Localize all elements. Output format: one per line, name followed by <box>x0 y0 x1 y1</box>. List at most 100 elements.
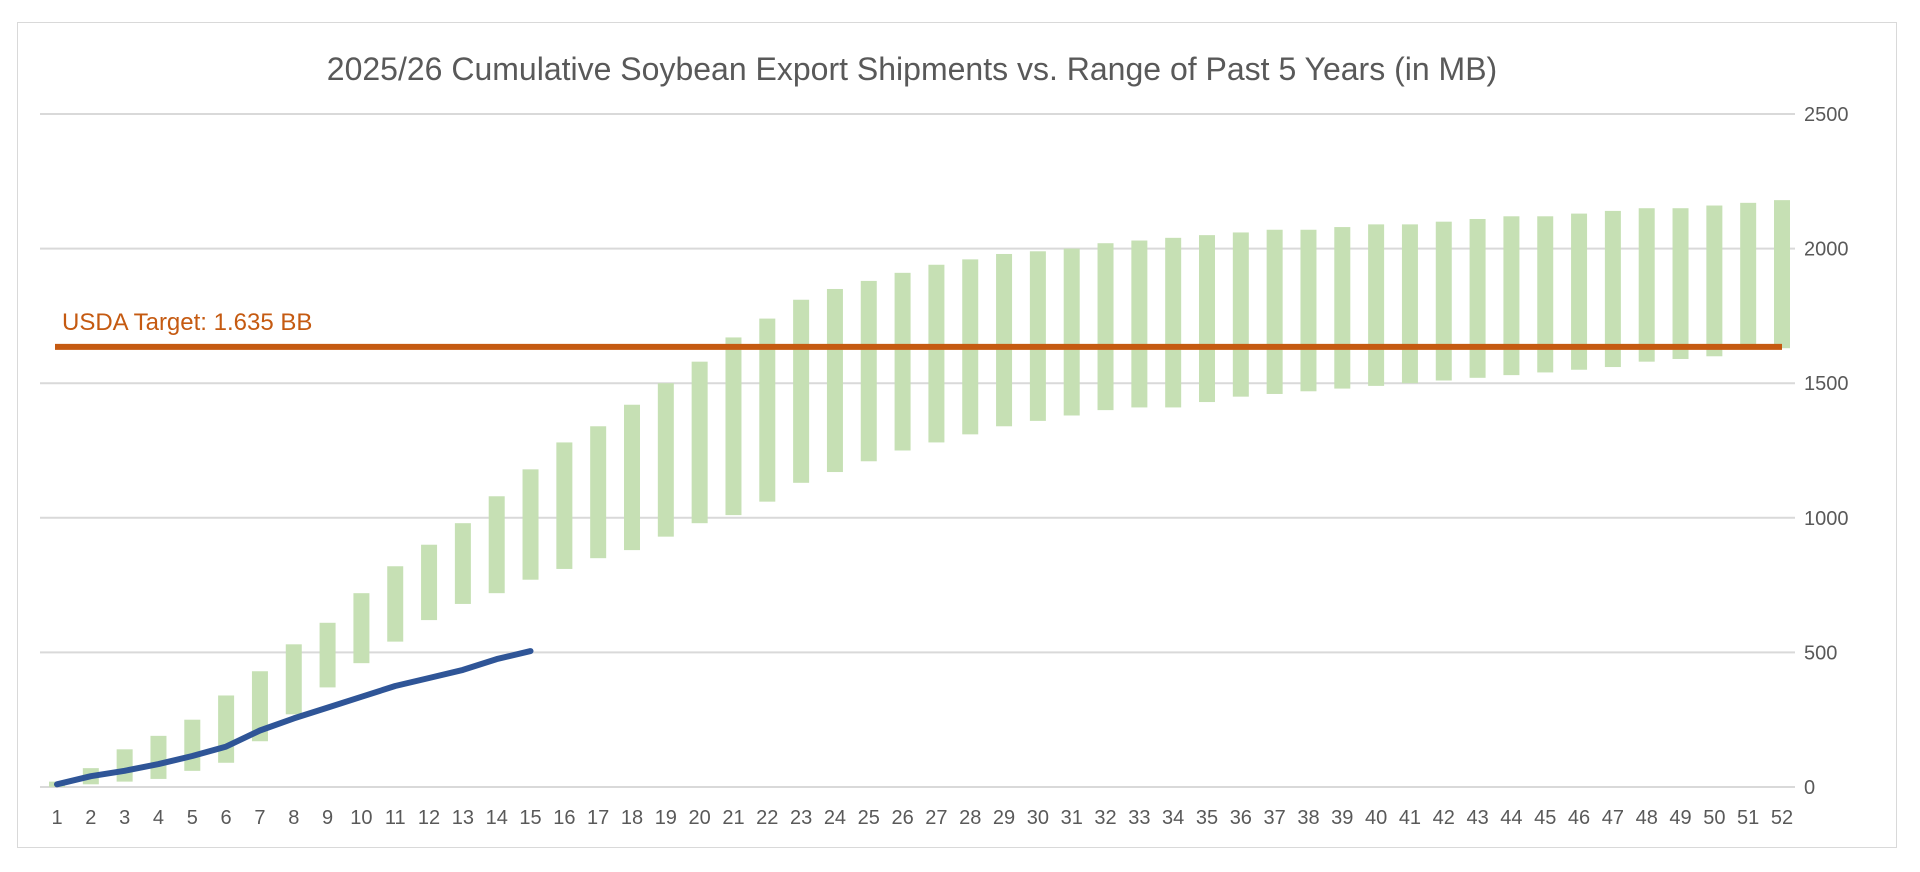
range-bar <box>116 749 133 782</box>
range-bar <box>1435 221 1452 381</box>
x-tick-label: 31 <box>1061 807 1083 829</box>
range-bar <box>184 719 201 771</box>
x-tick-label: 8 <box>288 807 299 829</box>
x-tick-label: 47 <box>1602 807 1624 829</box>
range-bar <box>1232 232 1249 397</box>
range-bar <box>1604 210 1621 368</box>
range-bar <box>1300 229 1317 392</box>
x-tick-label: 14 <box>486 807 508 829</box>
y-tick-label: 500 <box>1804 642 1837 664</box>
x-tick-label: 41 <box>1399 807 1421 829</box>
y-tick-label: 2500 <box>1804 104 1849 126</box>
x-tick-label: 19 <box>655 807 677 829</box>
x-tick-label: 50 <box>1703 807 1725 829</box>
y-axis-ticks: 0 500 1000 1500 2000 2500 <box>1804 104 1849 799</box>
x-tick-label: 36 <box>1230 807 1252 829</box>
x-tick-label: 1 <box>51 807 62 829</box>
range-bar <box>285 644 302 715</box>
chart-title: 2025/26 Cumulative Soybean Export Shipme… <box>327 51 1497 87</box>
x-tick-label: 22 <box>756 807 778 829</box>
x-tick-label: 2 <box>85 807 96 829</box>
range-bar <box>1672 208 1689 359</box>
x-tick-label: 10 <box>350 807 372 829</box>
current-year-line <box>54 648 534 788</box>
range-bar <box>556 442 573 569</box>
range-bar <box>826 288 843 473</box>
range-bar <box>488 496 505 594</box>
range-bar <box>319 622 336 688</box>
x-tick-label: 25 <box>858 807 880 829</box>
range-bar <box>353 593 370 664</box>
x-axis-ticks: 1 2 3 4 5 6 7 8 9 10 11 12 13 14 15 16 17 18 19 20 21 22 23 24 2… <box>51 807 1793 829</box>
range-bar <box>860 280 877 462</box>
range-bar <box>1740 202 1757 349</box>
x-tick-label: 51 <box>1737 807 1759 829</box>
x-tick-label: 18 <box>621 807 643 829</box>
range-bar <box>1199 235 1215 403</box>
range-bar <box>624 404 640 551</box>
x-tick-label: 40 <box>1365 807 1387 829</box>
x-tick-label: 4 <box>153 807 164 829</box>
x-tick-label: 9 <box>322 807 333 829</box>
x-tick-label: 37 <box>1264 807 1286 829</box>
range-bars <box>49 200 1790 787</box>
x-tick-label: 12 <box>418 807 440 829</box>
range-bar <box>1097 243 1114 411</box>
range-bar <box>894 272 911 451</box>
range-bar <box>996 253 1013 427</box>
x-tick-label: 3 <box>119 807 130 829</box>
x-tick-label: 46 <box>1568 807 1590 829</box>
x-tick-label: 28 <box>959 807 981 829</box>
x-tick-label: 44 <box>1500 807 1522 829</box>
range-bar <box>1774 200 1790 349</box>
range-bar <box>1165 237 1182 408</box>
range-bar <box>590 426 607 559</box>
range-bar <box>218 695 235 763</box>
range-bar <box>1368 224 1385 386</box>
x-tick-label: 32 <box>1094 807 1116 829</box>
x-tick-label: 16 <box>553 807 575 829</box>
x-tick-label: 6 <box>221 807 232 829</box>
y-tick-label: 1500 <box>1804 373 1849 395</box>
range-bar <box>522 469 539 580</box>
x-tick-label: 45 <box>1534 807 1556 829</box>
range-bar <box>928 264 945 443</box>
x-tick-label: 48 <box>1636 807 1658 829</box>
range-bar <box>657 383 674 537</box>
x-tick-label: 27 <box>925 807 947 829</box>
range-bar <box>1571 213 1588 370</box>
x-tick-label: 15 <box>519 807 541 829</box>
x-tick-label: 26 <box>891 807 913 829</box>
range-bar <box>421 544 438 621</box>
x-tick-label: 43 <box>1466 807 1488 829</box>
range-bar <box>793 299 810 483</box>
x-tick-label: 52 <box>1771 807 1793 829</box>
x-tick-label: 30 <box>1027 807 1049 829</box>
range-bar <box>691 361 708 524</box>
x-tick-label: 35 <box>1196 807 1218 829</box>
y-tick-label: 0 <box>1804 777 1815 799</box>
range-bar <box>1029 251 1046 421</box>
x-tick-label: 23 <box>790 807 812 829</box>
usda-target-label: USDA Target: 1.635 BB <box>62 309 312 336</box>
x-tick-label: 49 <box>1669 807 1691 829</box>
x-tick-label: 13 <box>452 807 474 829</box>
range-bar <box>1131 240 1148 408</box>
x-tick-label: 33 <box>1128 807 1150 829</box>
range-bar <box>759 318 776 502</box>
range-bar <box>1266 229 1283 394</box>
range-bar <box>1638 208 1655 362</box>
y-tick-label: 2000 <box>1804 239 1849 261</box>
x-tick-label: 29 <box>993 807 1015 829</box>
x-tick-label: 7 <box>254 807 265 829</box>
x-tick-label: 34 <box>1162 807 1184 829</box>
x-tick-label: 5 <box>187 807 198 829</box>
x-tick-label: 42 <box>1433 807 1455 829</box>
range-bar <box>387 566 404 642</box>
x-tick-label: 17 <box>587 807 609 829</box>
range-bar <box>1469 218 1486 378</box>
range-bar <box>1401 224 1418 384</box>
range-bar <box>1063 248 1080 416</box>
range-bar <box>251 671 268 742</box>
range-bar <box>725 337 742 516</box>
